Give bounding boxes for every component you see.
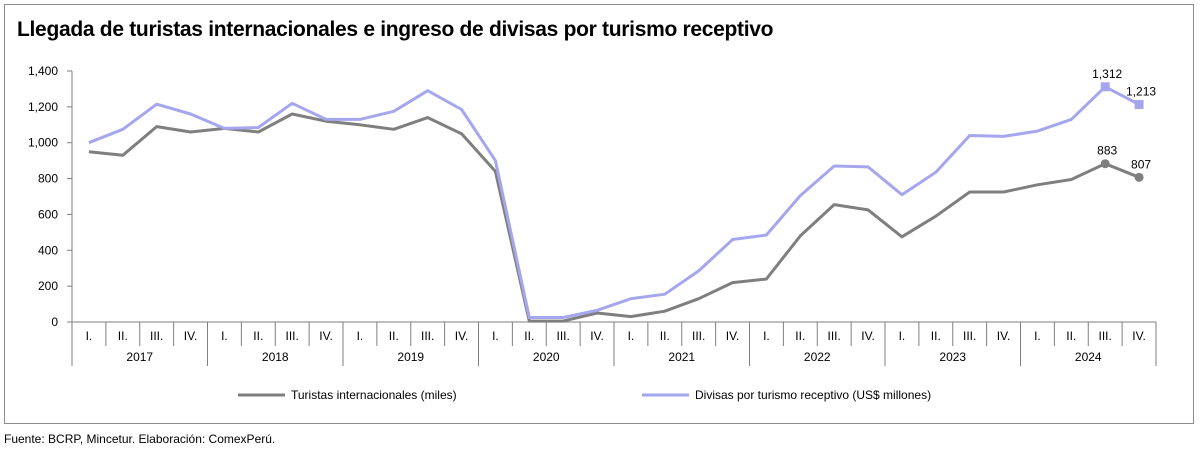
y-tick-label: 200: [38, 279, 58, 293]
data-point-marker: [1134, 172, 1144, 182]
y-tick-label: 800: [38, 172, 58, 186]
x-tick-label-quarter: II.: [389, 329, 399, 343]
x-tick-label-quarter: IV.: [861, 329, 875, 343]
x-tick-label-quarter: III.: [286, 329, 299, 343]
x-tick-label-year: 2017: [126, 350, 153, 364]
x-tick-label-year: 2019: [397, 350, 424, 364]
x-tick-label-year: 2021: [668, 350, 695, 364]
x-tick-label-quarter: I.: [763, 329, 770, 343]
x-tick-label-quarter: II.: [931, 329, 941, 343]
data-point-marker: [1100, 159, 1110, 169]
x-tick-label-year: 2018: [262, 350, 289, 364]
x-tick-label-quarter: IV.: [455, 329, 469, 343]
x-tick-label-quarter: I.: [221, 329, 228, 343]
x-tick-label-quarter: III.: [828, 329, 841, 343]
x-tick-label-quarter: II.: [795, 329, 805, 343]
series-line-1: [88, 112, 1140, 323]
y-tick-label: 1,000: [28, 136, 58, 150]
x-tick-label-quarter: I.: [628, 329, 635, 343]
x-tick-label-quarter: I.: [1034, 329, 1041, 343]
x-tick-label-year: 2023: [939, 350, 966, 364]
x-tick-label-quarter: II.: [118, 329, 128, 343]
y-tick-label: 400: [38, 243, 58, 257]
x-tick-label-quarter: II.: [253, 329, 263, 343]
data-label: 807: [1131, 157, 1151, 171]
x-tick-label-quarter: III.: [557, 329, 570, 343]
data-label: 883: [1097, 144, 1117, 158]
x-tick-label-quarter: I.: [492, 329, 499, 343]
data-point-marker: [1134, 100, 1144, 110]
x-tick-label-quarter: I.: [357, 329, 364, 343]
x-tick-label-quarter: III.: [963, 329, 976, 343]
x-tick-label-year: 2020: [533, 350, 560, 364]
x-tick-label-quarter: I.: [899, 329, 906, 343]
x-tick-label-quarter: III.: [421, 329, 434, 343]
series-line-2: [88, 85, 1140, 319]
x-tick-label-quarter: IV.: [319, 329, 333, 343]
y-tick-label: 1,200: [28, 100, 58, 114]
x-tick-label-quarter: II.: [660, 329, 670, 343]
x-tick-label-year: 2022: [804, 350, 831, 364]
legend-label: Turistas internacionales (miles): [291, 388, 457, 402]
source-note: Fuente: BCRP, Mincetur. Elaboración: Com…: [4, 432, 276, 446]
data-point-marker: [1100, 82, 1110, 92]
x-tick-label-quarter: III.: [150, 329, 163, 343]
x-tick-label-quarter: III.: [1099, 329, 1112, 343]
y-tick-label: 0: [51, 315, 58, 329]
x-tick-label-quarter: IV.: [997, 329, 1011, 343]
legend-label: Divisas por turismo receptivo (US$ millo…: [695, 388, 931, 402]
x-tick-label-quarter: IV.: [726, 329, 740, 343]
x-tick-label-quarter: II.: [524, 329, 534, 343]
chart-frame: [4, 4, 1194, 424]
x-tick-label-quarter: IV.: [1132, 329, 1146, 343]
y-tick-label: 600: [38, 207, 58, 221]
x-tick-label-quarter: III.: [692, 329, 705, 343]
x-tick-label-quarter: IV.: [184, 329, 198, 343]
chart-title: Llegada de turistas internacionales e in…: [17, 18, 774, 41]
x-tick-label-quarter: I.: [86, 329, 93, 343]
x-tick-label-quarter: IV.: [590, 329, 604, 343]
x-tick-label-quarter: II.: [1066, 329, 1076, 343]
y-tick-label: 1,400: [28, 64, 58, 78]
data-label: 1,312: [1092, 67, 1122, 81]
data-label: 1,213: [1126, 85, 1156, 99]
x-tick-label-year: 2024: [1075, 350, 1102, 364]
